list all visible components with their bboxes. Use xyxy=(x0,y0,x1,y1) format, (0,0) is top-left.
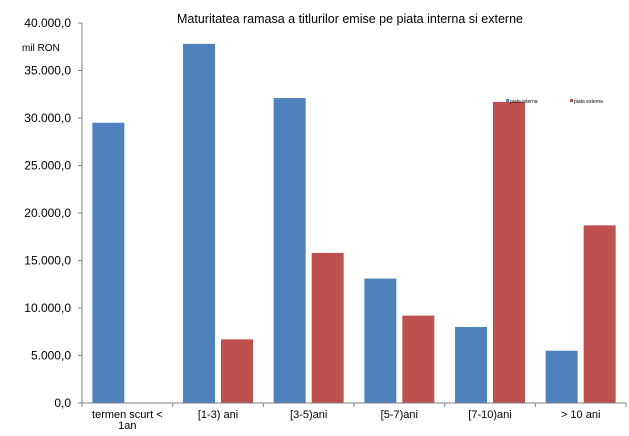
x-tick-label: [3-5)ani xyxy=(290,409,327,421)
y-tick-label: 15.000,0 xyxy=(24,254,71,268)
legend-swatch xyxy=(506,99,509,102)
axes xyxy=(81,23,627,407)
bar xyxy=(583,225,616,403)
bar xyxy=(364,278,397,403)
y-tick-label: 10.000,0 xyxy=(24,301,71,315)
bar xyxy=(402,315,435,403)
bar xyxy=(273,98,306,404)
x-tick-label: [5-7)ani xyxy=(381,409,418,421)
x-tick-label: > 10 ani xyxy=(561,409,600,421)
y-tick-label: 20.000,0 xyxy=(24,206,71,220)
y-tick-label: 25.000,0 xyxy=(24,159,71,173)
y-tick-label: 40.000,0 xyxy=(24,16,71,30)
legend-label: piata externa xyxy=(574,99,603,105)
x-tick-label: [7-10)ani xyxy=(468,409,511,421)
bar xyxy=(455,327,487,403)
y-axis-unit-label: mil RON xyxy=(22,43,60,54)
chart-title: Maturitatea ramasa a titlurilor emise pe… xyxy=(177,12,523,26)
bar xyxy=(545,350,578,403)
y-tick-label: 30.000,0 xyxy=(24,111,71,125)
bars-group xyxy=(92,43,616,404)
x-tick-label: [1-3) ani xyxy=(198,409,238,421)
legend-label: piata interna xyxy=(510,99,538,105)
bar xyxy=(311,252,344,403)
y-axis-ticks: 0,0 5.000,0 10.000,0 15.000,0 20.000,0 25.000… xyxy=(24,16,82,410)
y-tick-label: 0,0 xyxy=(54,396,71,410)
legend-swatch xyxy=(570,99,573,102)
legend: piata interna piata externa xyxy=(506,99,603,105)
y-tick-label: 35.000,0 xyxy=(24,64,71,78)
bar xyxy=(92,122,125,403)
bar xyxy=(221,339,253,403)
y-tick-label: 5.000,0 xyxy=(31,349,71,363)
bar xyxy=(493,101,525,403)
bar xyxy=(183,43,215,404)
x-tick-label: termen scurt <1an xyxy=(92,409,163,432)
x-axis-labels: termen scurt <1an [1-3) ani [3-5)ani [5-7)a… xyxy=(92,409,600,432)
